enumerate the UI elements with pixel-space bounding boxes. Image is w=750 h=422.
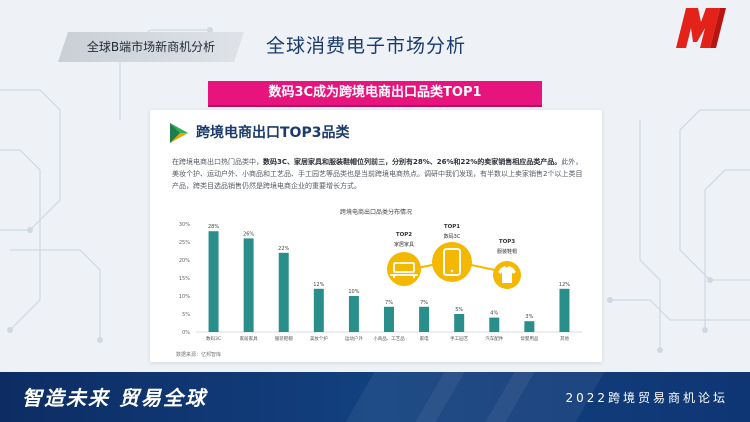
card-title: 跨境电商出口TOP3品类 [196, 125, 350, 141]
chart-source: 数据来源：亿邦智库 [176, 351, 221, 358]
bar-value-label: 7% [385, 300, 393, 306]
top2-badge [387, 252, 421, 286]
y-tick-label: 30% [179, 222, 190, 228]
footer-forum-name: 2022跨境贸易商机论坛 [565, 391, 728, 405]
bar [419, 306, 430, 332]
bar-value-label: 5% [455, 307, 463, 313]
bar-value-label: 10% [348, 289, 359, 295]
bar-value-label: 4% [490, 311, 498, 317]
bar [524, 321, 535, 332]
bar [243, 238, 254, 332]
footer-slogan: 智造未来 贸易全球 [22, 386, 207, 410]
summary-rest: 此外，美妆个护、运动户外、小商品和工艺品、手工园艺等品类也是当前跨境电商热点。调… [172, 158, 583, 190]
headline-banner: 数码3C成为跨境电商出口品类TOP1 [208, 81, 542, 105]
sofa-icon [390, 262, 418, 278]
bar [489, 317, 500, 332]
y-tick-label: 20% [179, 258, 190, 264]
top3-overlay: TOP2 家居家具 TOP1 数码3C TOP3 服装鞋帽 [387, 224, 521, 289]
bar [278, 252, 289, 332]
tshirt-icon [498, 266, 516, 283]
chart-title: 跨境电商出口品类分布情况 [340, 208, 412, 216]
summary-highlight: 数码3C、家居家具和服装鞋帽位列前三，分别有28%、26%和22%的卖家销售相应… [263, 158, 562, 166]
top2-name: 家居家具 [394, 241, 414, 248]
category-label: 手工园艺 [450, 335, 468, 342]
top3-name: 服装鞋帽 [497, 248, 517, 255]
bar [384, 306, 394, 332]
top1-name: 数码3C [444, 233, 461, 240]
bar [313, 288, 324, 332]
y-tick-label: 10% [179, 294, 190, 300]
bar-value-label: 12% [559, 282, 570, 288]
m-brand-logo [676, 8, 726, 48]
section-tag: 全球B端市场新商机分析 [58, 32, 244, 62]
top1-badge [432, 242, 472, 282]
top2-rank: TOP2 [396, 232, 412, 238]
category-label: 家居家具 [240, 335, 258, 342]
bar-value-label: 3% [525, 314, 533, 320]
bar-value-label: 28% [208, 224, 219, 230]
bar-chart: 跨境电商出口品类分布情况 0% 5% 10% 15% 20% 25% 30% 28% 数码3C… [176, 208, 582, 358]
y-tick-label: 5% [182, 312, 190, 318]
y-tick-label: 25% [179, 240, 190, 246]
bar-value-label: 22% [278, 246, 289, 252]
category-label: 运动户外 [345, 335, 363, 342]
smartphone-icon [443, 248, 461, 276]
footer-bar: 智造未来 贸易全球 2022跨境贸易商机论坛 [0, 372, 750, 422]
bar-value-label: 26% [243, 231, 254, 237]
page-title: 全球消费电子市场分析 [266, 35, 467, 57]
bar-value-label: 7% [420, 300, 428, 306]
category-label: 汽车配件 [485, 335, 503, 342]
top1-rank: TOP1 [444, 224, 460, 230]
bar [559, 288, 570, 332]
category-label: 家电 [420, 335, 429, 342]
category-label: 数码3C [206, 335, 221, 342]
summary-paragraph: 在跨境电商出口热门品类中，数码3C、家居家具和服装鞋帽位列前三，分别有28%、2… [172, 156, 584, 192]
play-triangle-icon [170, 123, 188, 143]
y-tick-label: 0% [182, 330, 190, 336]
y-tick-label: 15% [179, 276, 190, 282]
category-label: 美妆个护 [310, 335, 328, 342]
bar-value-label: 12% [313, 282, 324, 288]
category-label: 小商品、工艺品 [373, 335, 405, 342]
top3-rank: TOP3 [499, 239, 515, 245]
category-label: 其他 [560, 335, 569, 342]
content-card: 跨境电商出口TOP3品类 在跨境电商出口热门品类中，数码3C、家居家具和服装鞋帽… [150, 110, 602, 362]
category-label: 母婴用品 [520, 336, 538, 342]
category-label: 服装鞋帽 [275, 335, 293, 342]
bar [348, 296, 359, 332]
bar [454, 314, 465, 332]
bar [208, 231, 219, 332]
summary-intro: 在跨境电商出口热门品类中， [172, 158, 263, 166]
